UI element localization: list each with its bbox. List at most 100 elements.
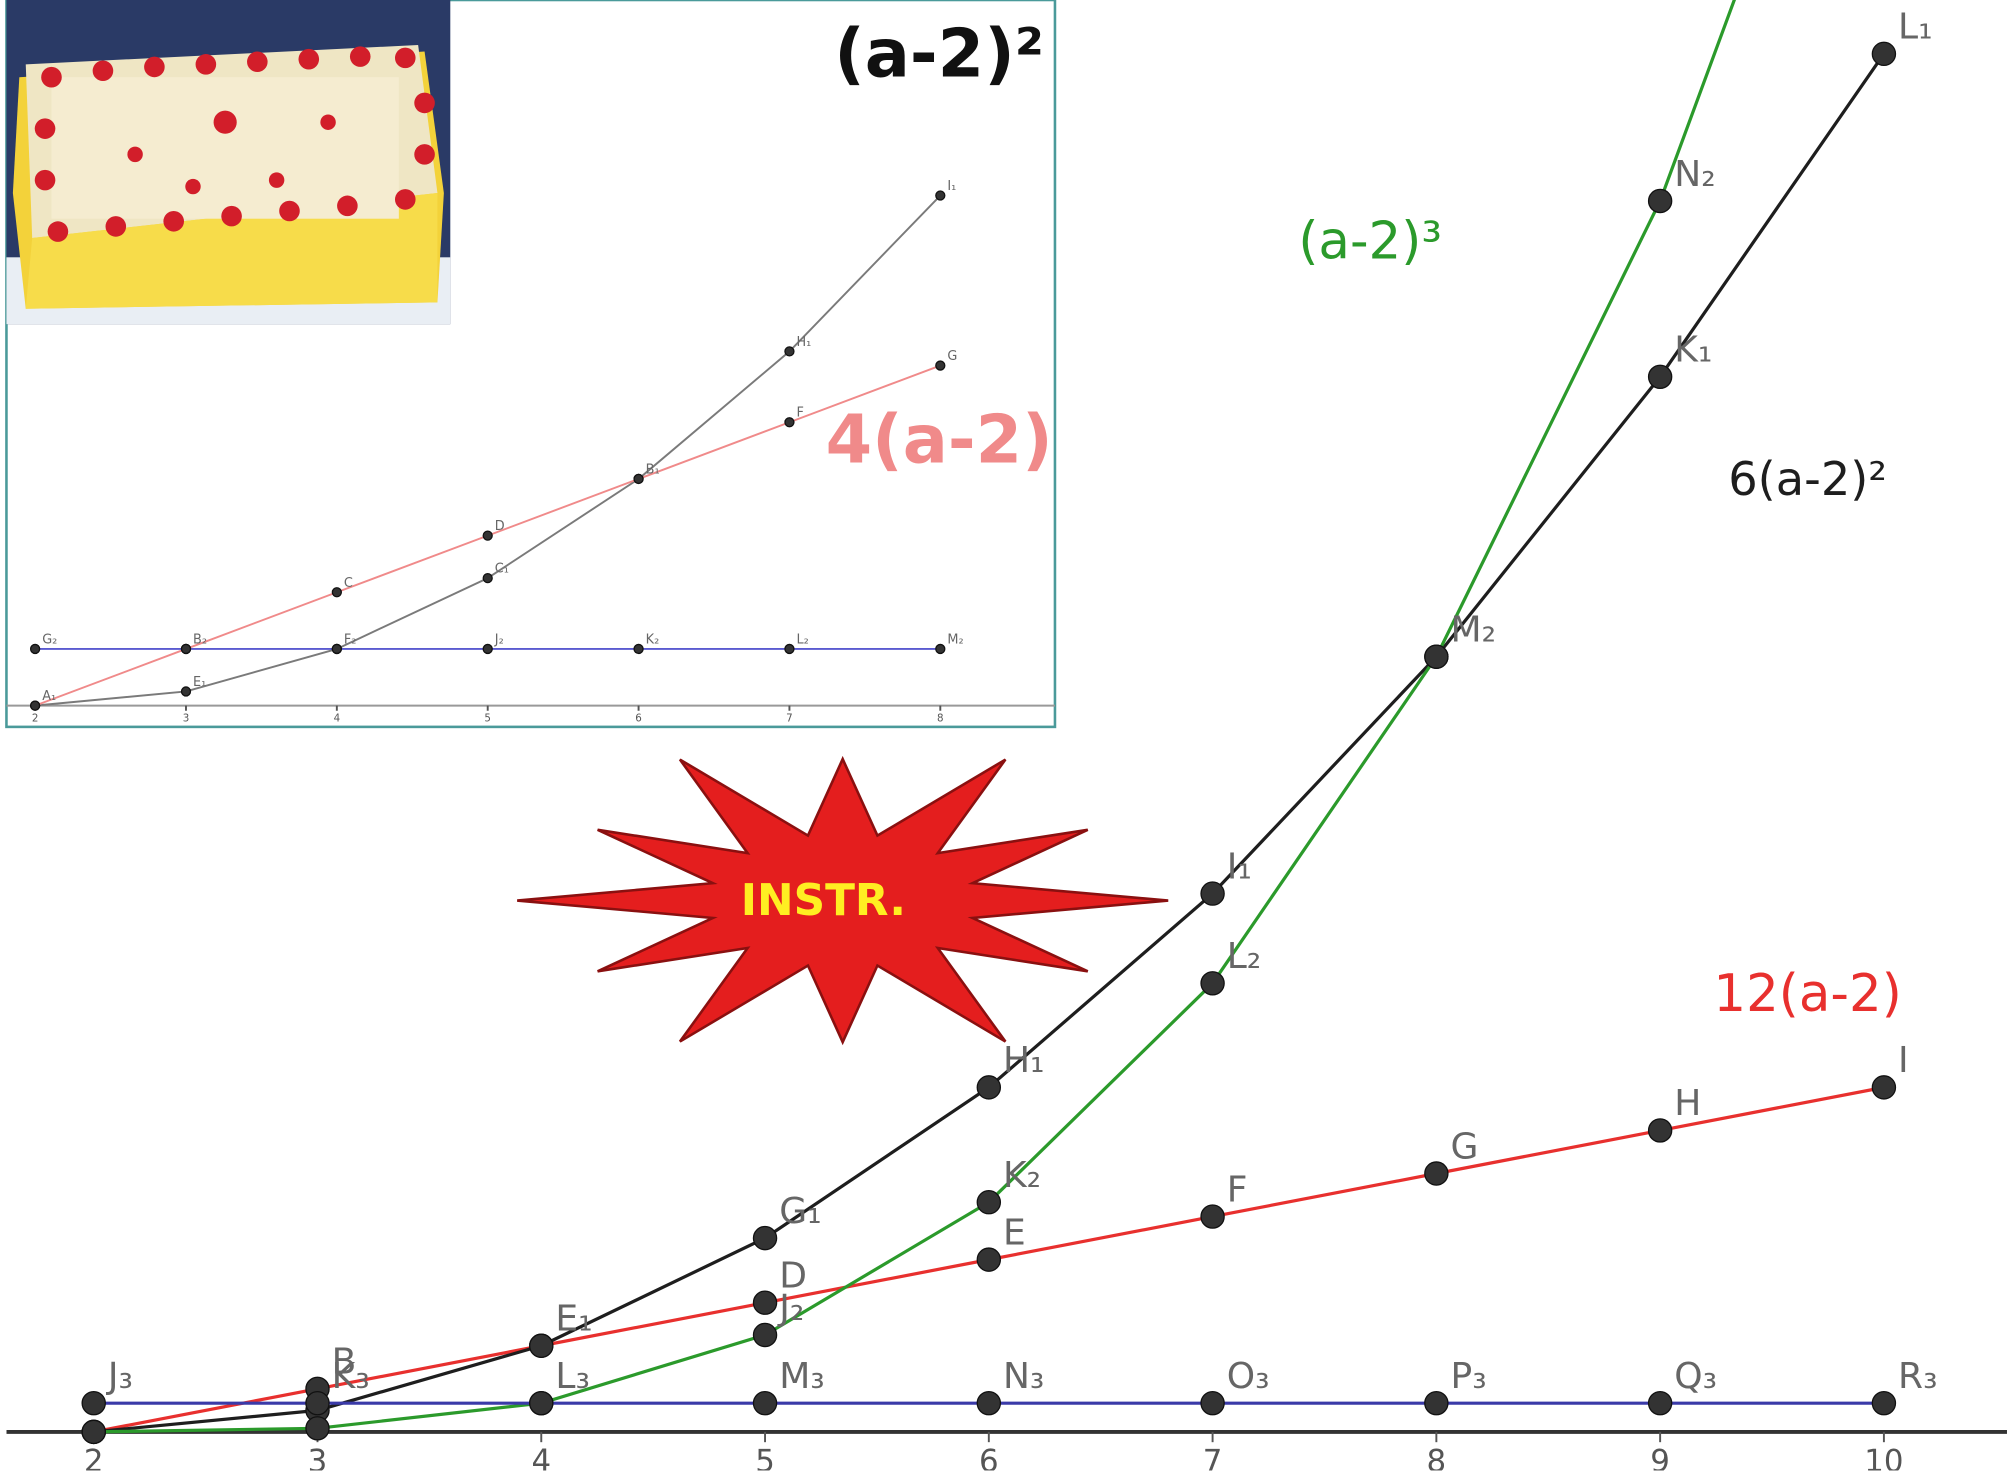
point-label: G	[1451, 1126, 1479, 1167]
data-point	[530, 1392, 553, 1415]
point-label: M₂	[947, 632, 963, 647]
data-point	[977, 1248, 1000, 1271]
point-label: J₃	[106, 1356, 133, 1397]
point-label: E₁	[555, 1299, 592, 1340]
data-point	[977, 1076, 1000, 1099]
x-tick-label: 3	[183, 712, 190, 724]
data-point	[530, 1334, 553, 1357]
data-point	[977, 1392, 1000, 1415]
data-point	[785, 644, 794, 653]
point-label: H	[1674, 1083, 1701, 1124]
x-tick-label: 4	[334, 712, 341, 724]
data-point	[785, 347, 794, 356]
data-point	[634, 474, 643, 483]
data-point	[1649, 1119, 1672, 1142]
point-label: M₂	[1451, 610, 1497, 651]
x-tick-label: 4	[531, 1443, 551, 1471]
data-point	[483, 531, 492, 540]
point-label: I	[1898, 1040, 1909, 1081]
data-point	[306, 1417, 329, 1440]
data-point	[936, 361, 945, 370]
data-point	[1425, 1162, 1448, 1185]
point-label: A₁	[42, 689, 56, 704]
point-label: O₃	[1227, 1356, 1270, 1397]
x-tick-label: 8	[937, 712, 944, 724]
x-tick-label: 3	[308, 1443, 328, 1471]
point-label: K₃	[332, 1356, 370, 1397]
data-point	[785, 418, 794, 427]
point-label: B₂	[193, 632, 207, 647]
series-label: 4(a-2)	[826, 400, 1053, 478]
data-point	[753, 1392, 776, 1415]
data-point	[31, 701, 40, 710]
data-point	[634, 644, 643, 653]
data-point	[181, 644, 190, 653]
point-label: D	[495, 519, 505, 534]
data-point	[181, 687, 190, 696]
data-point	[1872, 1076, 1895, 1099]
data-point	[753, 1227, 776, 1250]
point-label: G₂	[42, 632, 57, 647]
data-point	[936, 191, 945, 200]
point-label: K₁	[1674, 330, 1712, 371]
point-label: L₁	[1898, 7, 1933, 48]
data-point	[1425, 645, 1448, 668]
x-tick-label: 9	[1650, 1443, 1670, 1471]
data-point	[753, 1291, 776, 1314]
data-point	[753, 1323, 776, 1346]
data-point	[306, 1392, 329, 1415]
series-label: 12(a-2)	[1713, 964, 1901, 1024]
series-label: (a-2)²	[834, 14, 1044, 92]
data-point	[1201, 972, 1224, 995]
data-point	[332, 644, 341, 653]
point-label: N₃	[1003, 1356, 1044, 1397]
point-label: B₁	[646, 462, 660, 477]
x-tick-label: 6	[635, 712, 642, 724]
point-label: H₁	[797, 335, 812, 350]
series-label: (a-2)³	[1298, 211, 1442, 271]
data-point	[1649, 1392, 1672, 1415]
point-label: E	[1003, 1212, 1026, 1253]
cake-photo	[6, 0, 450, 324]
point-label: L₃	[555, 1356, 590, 1397]
x-tick-label: 2	[84, 1443, 104, 1471]
data-point	[1649, 189, 1672, 212]
point-label: I₁	[947, 179, 956, 194]
data-point	[332, 588, 341, 597]
button-label[interactable]: INSTR.	[741, 875, 906, 926]
instr-button[interactable]: INSTR.	[517, 759, 1168, 1042]
x-tick-label: 7	[786, 712, 793, 724]
point-label: K₂	[646, 632, 660, 647]
point-label: Q₃	[1674, 1356, 1717, 1397]
data-point	[483, 574, 492, 583]
point-label: E₁	[193, 675, 206, 690]
x-tick-label: 5	[484, 712, 491, 724]
point-label: J₂	[777, 1288, 804, 1329]
point-label: C₁	[495, 562, 509, 577]
point-label: C	[344, 576, 353, 591]
point-label: N₂	[1674, 154, 1715, 195]
data-point	[936, 644, 945, 653]
x-tick-label: 6	[979, 1443, 999, 1471]
data-point	[1649, 365, 1672, 388]
data-point	[1201, 1205, 1224, 1228]
point-label: R₃	[1898, 1356, 1937, 1397]
point-label: F	[1227, 1169, 1248, 1210]
point-label: H₁	[1003, 1040, 1045, 1081]
point-label: F₂	[344, 632, 357, 647]
point-label: P₃	[1451, 1356, 1487, 1397]
series-label: 6(a-2)²	[1728, 452, 1887, 506]
x-tick-label: 5	[755, 1443, 775, 1471]
point-label: L₂	[1227, 936, 1262, 977]
x-tick-label: 2	[32, 712, 39, 724]
data-point	[977, 1191, 1000, 1214]
slide: 2345678910BDEFGHIE₁G₁H₁I₁M₂K₁L₁J₂K₂L₂N₂J…	[0, 0, 2007, 1471]
data-point	[1872, 1392, 1895, 1415]
point-label: K₂	[1003, 1155, 1041, 1196]
point-label: M₃	[779, 1356, 825, 1397]
x-tick-label: 7	[1203, 1443, 1223, 1471]
data-point	[82, 1420, 105, 1443]
point-label: L₂	[797, 632, 809, 647]
point-label: F	[797, 406, 804, 421]
data-point	[483, 644, 492, 653]
